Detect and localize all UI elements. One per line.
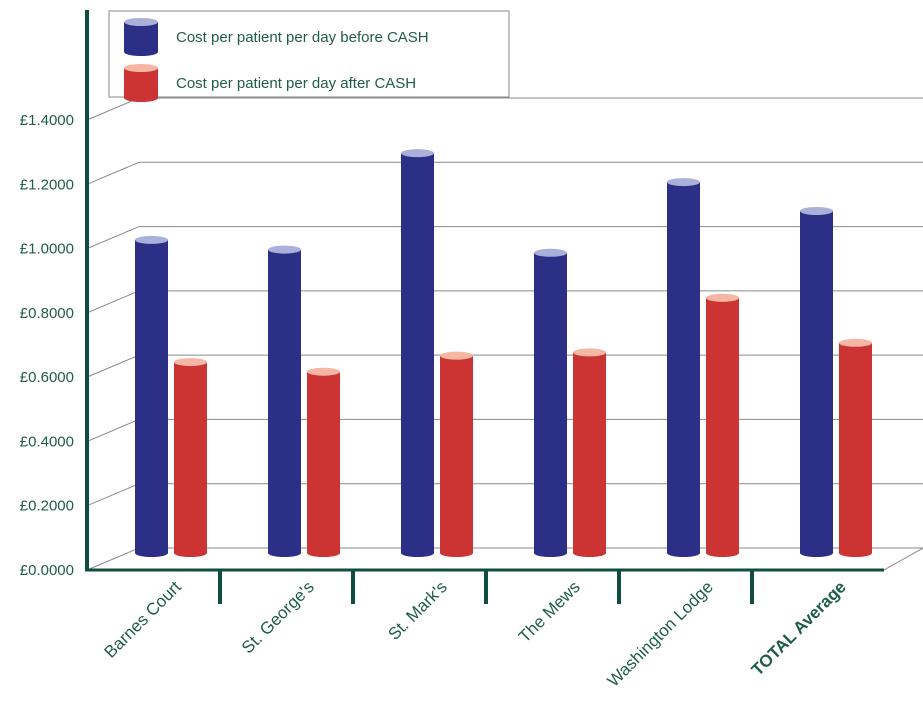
bar-cap	[135, 235, 168, 244]
bar-cap	[667, 178, 700, 187]
bar	[800, 211, 833, 553]
legend: Cost per patient per day before CASH Cost…	[108, 10, 510, 102]
y-tick-labels: £0.0000 £0.2000 £0.4000 £0.6000 £0.8000 £1.00…	[20, 112, 74, 579]
grid-line	[86, 97, 923, 121]
bar	[401, 153, 434, 553]
bar-cap	[706, 293, 739, 302]
bar-cap	[307, 367, 340, 376]
bar-base	[839, 549, 872, 557]
legend-swatch	[124, 22, 158, 52]
x-tick-label: The Mews	[515, 577, 584, 646]
bar-cap	[440, 351, 473, 360]
grid-lines	[86, 97, 923, 571]
bar-base	[174, 549, 207, 557]
x-tick-labels: Barnes Court St. George's St. Mark's The Me…	[101, 577, 850, 690]
bar-base	[706, 549, 739, 557]
legend-swatch-base	[124, 48, 158, 56]
bar-base	[534, 549, 567, 557]
bar-cap	[839, 338, 872, 347]
bar-cap	[268, 245, 301, 254]
bar-cap	[534, 248, 567, 257]
legend-swatch-cap	[124, 64, 158, 72]
y-tick-label: £1.2000	[20, 176, 74, 193]
y-tick-label: £0.2000	[20, 498, 74, 515]
x-tick-label: Barnes Court	[101, 577, 185, 661]
y-tick-label: £0.8000	[20, 305, 74, 322]
legend-swatch-base	[124, 94, 158, 102]
bar	[135, 239, 168, 553]
y-tick-label: £0.0000	[20, 562, 74, 579]
grid-line	[86, 418, 923, 442]
bar-base	[440, 549, 473, 557]
bar-cap	[573, 348, 606, 357]
bar	[839, 342, 872, 553]
bar	[307, 371, 340, 553]
bar	[440, 355, 473, 553]
grid-line	[86, 547, 923, 571]
grid-line	[86, 354, 923, 378]
bar-cap	[174, 358, 207, 367]
legend-label: Cost per patient per day after CASH	[176, 75, 416, 92]
grid-line	[86, 290, 923, 314]
legend-swatch	[124, 68, 158, 98]
x-tick-label: St. Mark's	[384, 577, 450, 643]
bar-base	[573, 549, 606, 557]
y-tick-label: £0.6000	[20, 369, 74, 386]
grid-line	[86, 161, 923, 185]
bar-base	[667, 549, 700, 557]
legend-swatch-cap	[124, 18, 158, 26]
legend-box	[108, 10, 510, 98]
bars	[135, 149, 872, 557]
legend-label: Cost per patient per day before CASH	[176, 29, 429, 46]
x-tick-label: TOTAL Average	[748, 577, 850, 679]
bar	[706, 297, 739, 553]
grid-line	[86, 226, 923, 250]
bar-base	[135, 549, 168, 557]
bar	[268, 249, 301, 554]
bar-base	[268, 549, 301, 557]
bar	[534, 252, 567, 554]
y-tick-label: £0.4000	[20, 433, 74, 450]
y-tick-label: £1.4000	[20, 112, 74, 129]
grid-line	[86, 483, 923, 507]
bar-cap	[401, 149, 434, 158]
bar	[174, 362, 207, 553]
bar-base	[800, 549, 833, 557]
bar-base	[307, 549, 340, 557]
axes	[85, 10, 884, 604]
bar-base	[401, 549, 434, 557]
x-tick-label: St. George's	[238, 577, 318, 657]
bar	[667, 182, 700, 554]
floor-edge	[883, 547, 923, 571]
y-tick-label: £1.0000	[20, 241, 74, 258]
bar	[573, 352, 606, 553]
bar-cap	[800, 207, 833, 215]
